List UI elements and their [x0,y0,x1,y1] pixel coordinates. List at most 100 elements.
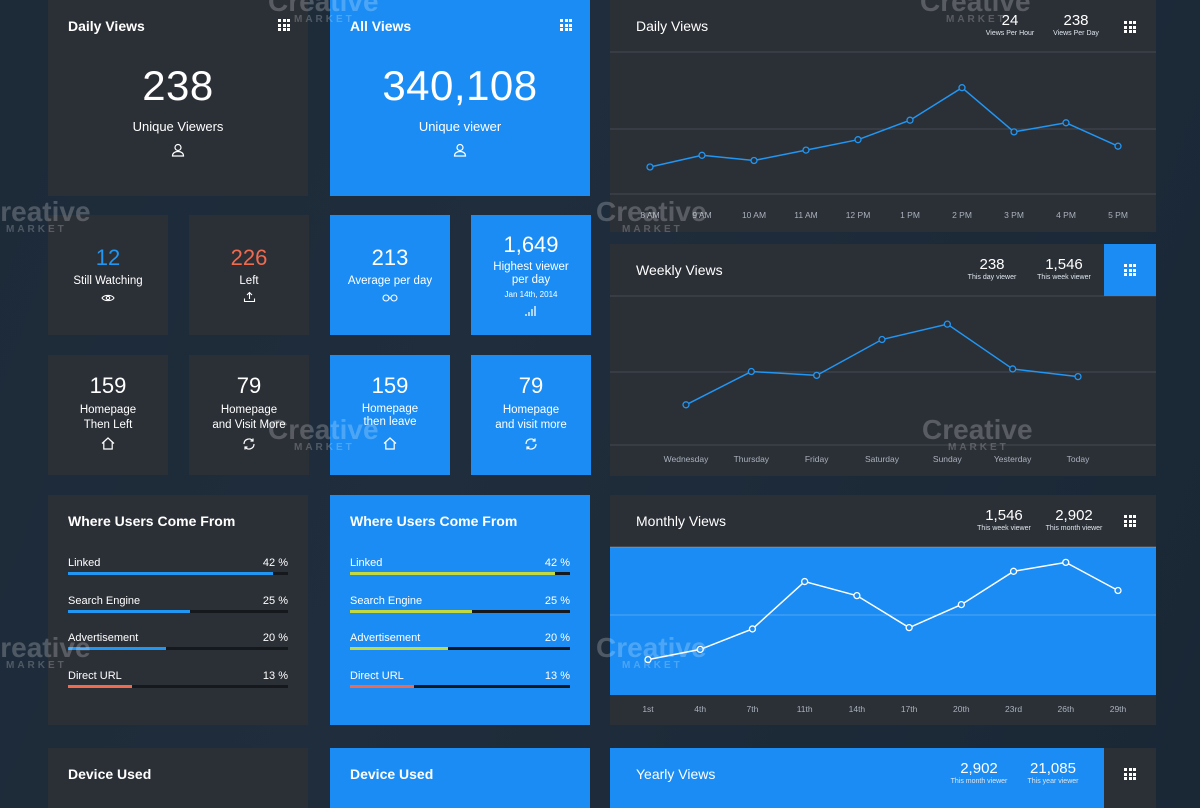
stat-label: Views Per Hour [985,30,1035,37]
data-point[interactable] [1062,119,1070,127]
data-point[interactable] [1074,372,1082,381]
grid-menu-icon[interactable] [1124,515,1136,527]
x-tick-label: 20th [953,704,970,714]
data-point[interactable] [957,600,965,609]
data-point[interactable] [644,655,652,664]
x-tick-label: 1st [642,704,654,714]
grid-menu-icon[interactable] [1124,21,1136,33]
all-views-label: Unique viewer [418,119,502,134]
source-percent: 25 % [544,595,570,607]
data-point[interactable] [1010,128,1018,136]
source-row: Advertisement 20 % [68,632,288,650]
data-point[interactable] [958,84,966,92]
data-point[interactable] [905,623,913,632]
stat-label: This year viewer [1027,778,1079,785]
card-title: Where Users Come From [350,513,518,529]
homepage-visit-more-blue-tile: 79 Homepage and visit more [471,355,591,475]
data-point[interactable] [748,625,757,633]
progress-track [350,647,570,650]
data-point[interactable] [1114,142,1122,150]
monthly-views-chart-card: 1st 4th 7th 11th 14th 17th 20th 23rd 26th 29th Mo… [610,495,1156,725]
progress-track [350,610,570,613]
data-point[interactable] [747,367,755,376]
stat-value: 21,085 [1030,760,1076,777]
data-point[interactable] [682,401,690,409]
stat-value: 1,546 [1045,256,1083,273]
device-used-dark-card: Device Used [48,748,308,808]
grid-menu-icon[interactable] [278,19,290,31]
highest-viewer-label: Highest viewer per day [471,261,591,287]
x-tick-label: 11th [797,704,813,714]
stat-value: 238 [979,256,1005,273]
x-tick-label: 5 PM [1108,210,1128,220]
data-point[interactable] [906,116,914,124]
progress-track [68,610,288,613]
data-point[interactable] [1114,586,1122,595]
line-chart: 8 AM 9 AM 10 AM 11 AM 12 PM 1 PM 2 PM 3 PM 4 PM 5… [610,51,1156,220]
x-tick-label: Today [1067,454,1090,464]
data-point[interactable] [854,136,862,144]
data-point[interactable] [698,151,706,159]
homepage-then-left-label: Homepage Then Left [48,403,168,433]
homepage-visit-more-blue-value: 79 [518,373,544,398]
source-percent: 42 % [544,557,570,569]
data-point[interactable] [813,371,821,380]
this-week-stat: 1,546 This week viewer [972,507,1036,532]
x-tick-label: 14th [849,704,866,714]
data-point[interactable] [853,591,861,600]
data-point[interactable] [1009,365,1017,373]
source-percent: 20 % [262,632,288,644]
line-chart: 1st 4th 7th 11th 14th 17th 20th 23rd 26th 29th [610,546,1156,714]
source-percent: 13 % [544,670,570,682]
chart-title: Monthly Views [636,513,727,529]
eye-icon [48,293,168,303]
this-month-stat: 2,902 This month viewer [1040,507,1108,532]
x-tick-label: Friday [805,454,829,464]
data-point[interactable] [696,645,704,654]
homepage-visit-more-tile: 79 Homepage and Visit More [189,355,309,475]
grid-menu-icon[interactable] [1124,768,1136,780]
this-day-stat: 238 This day viewer [960,256,1024,281]
x-tick-label: 3 PM [1004,210,1024,220]
chart-title: Yearly Views [636,766,716,782]
highest-viewer-date: Jan 14th, 2014 [504,290,558,299]
source-label: Search Engine [350,595,423,607]
data-point[interactable] [750,156,758,165]
progress-fill [68,610,191,613]
data-point[interactable] [802,146,810,154]
chart-title: Weekly Views [636,262,723,278]
data-point[interactable] [878,335,886,344]
unique-viewers-label: Unique Viewers [132,119,224,134]
grid-menu-icon[interactable] [560,19,572,31]
source-row: Search Engine 25 % [350,595,570,613]
data-point[interactable] [646,163,654,171]
homepage-then-left-value: 159 [89,373,127,398]
still-watching-label: Still Watching [73,275,143,287]
x-tick-label: 17th [901,704,918,714]
data-point[interactable] [1062,558,1070,567]
still-watching-tile: 12 Still Watching [48,215,168,335]
card-title: Device Used [350,766,434,782]
signal-icon [471,305,591,317]
x-tick-label: 8 AM [640,210,659,220]
this-year-stat: 21,085 This year viewer [1018,760,1088,785]
grid-menu-button[interactable] [1104,244,1156,296]
data-point[interactable] [943,320,951,328]
card-title: Where Users Come From [68,513,236,529]
sources-blue-card: Where Users Come From Linked 42 % Search E… [330,495,590,725]
source-percent: 42 % [262,557,288,569]
progress-track [68,572,288,575]
progress-fill [350,572,556,575]
data-point[interactable] [801,577,809,586]
exit-icon [189,291,309,303]
progress-track [68,685,288,688]
grid-menu-icon[interactable] [1124,264,1136,276]
progress-fill [68,572,274,575]
data-point[interactable] [1009,567,1018,575]
x-tick-label: 11 AM [794,210,817,220]
source-percent: 25 % [262,595,288,607]
homepage-then-leave-tile: 159 Homepage then leave [330,355,450,475]
line-chart: Wednesday Thursday Friday Saturday Sunday Yes… [610,295,1156,464]
progress-track [350,572,570,575]
x-tick-label: 4 PM [1056,210,1076,220]
